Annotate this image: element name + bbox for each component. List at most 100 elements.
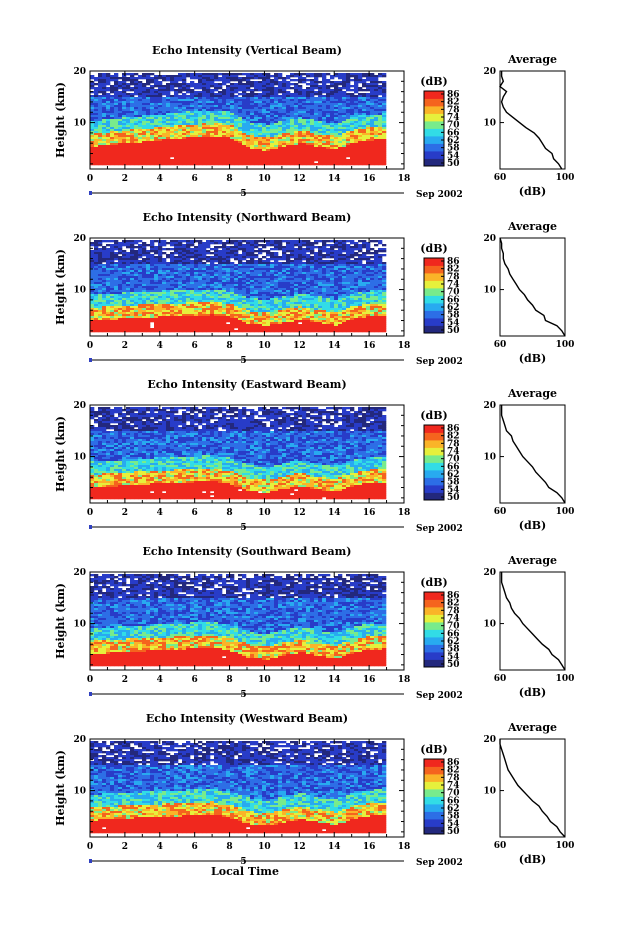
- heatmap-cell: [150, 330, 155, 333]
- heatmap-cell: [98, 149, 103, 152]
- heatmap-cell: [178, 129, 183, 132]
- heatmap-cell: [202, 113, 207, 116]
- heatmap-cell: [242, 125, 247, 128]
- heatmap-cell: [230, 73, 235, 76]
- heatmap-cell: [134, 262, 139, 265]
- heatmap-cell: [138, 320, 143, 323]
- heatmap-cell: [306, 107, 311, 110]
- heatmap-cell: [306, 95, 311, 98]
- heatmap-cell: [138, 143, 143, 146]
- heatmap-cell: [298, 153, 303, 156]
- heatmap-cell: [114, 133, 119, 136]
- heatmap-cell: [198, 129, 203, 132]
- heatmap-cell: [230, 107, 235, 110]
- heatmap-cell: [250, 143, 255, 146]
- heatmap-cell: [206, 290, 211, 293]
- heatmap-cell: [166, 125, 171, 128]
- heatmap-cell: [166, 268, 171, 271]
- heatmap-cell: [122, 276, 127, 279]
- heatmap-cell: [118, 87, 123, 90]
- heatmap-cell: [114, 129, 119, 132]
- colorbar-swatch: [424, 106, 444, 109]
- heatmap-cell: [134, 97, 139, 100]
- heatmap-cell: [146, 93, 151, 96]
- heatmap-cell: [210, 91, 215, 94]
- heatmap-cell: [370, 143, 375, 146]
- heatmap-cell: [198, 264, 203, 267]
- heatmap-cell: [178, 83, 183, 86]
- heatmap-cell: [226, 93, 231, 96]
- heatmap-cell: [202, 256, 207, 259]
- heatmap-cell: [194, 266, 199, 269]
- heatmap-cell: [286, 97, 291, 100]
- x-tick-label: 14: [328, 174, 341, 184]
- heatmap-cell: [98, 310, 103, 313]
- heatmap-cell: [338, 105, 343, 108]
- x-tick-label: 16: [363, 174, 376, 184]
- heatmap-cell: [262, 107, 267, 110]
- heatmap-cell: [202, 79, 207, 82]
- heatmap-cell: [122, 121, 127, 124]
- heatmap-cell: [90, 139, 95, 142]
- heatmap-cell: [382, 117, 387, 120]
- heatmap-cell: [278, 147, 283, 150]
- heatmap-cell: [166, 262, 171, 265]
- heatmap-cell: [126, 123, 131, 126]
- heatmap-cell: [190, 99, 195, 102]
- heatmap-cell: [166, 113, 171, 116]
- heatmap-cell: [230, 131, 235, 134]
- heatmap-cell: [290, 95, 295, 98]
- heatmap-cell: [206, 139, 211, 142]
- heatmap-cell: [154, 83, 159, 86]
- heatmap-cell: [314, 93, 319, 96]
- heatmap-cell: [270, 143, 275, 146]
- heatmap-cell: [358, 101, 363, 104]
- heatmap-cell: [226, 260, 231, 263]
- heatmap-cell: [154, 278, 159, 281]
- heatmap-cell: [130, 318, 135, 321]
- heatmap-cell: [382, 143, 387, 146]
- heatmap-cell: [206, 240, 211, 243]
- heatmap-cell: [254, 111, 259, 114]
- heatmap-cell: [150, 111, 155, 114]
- heatmap-cell: [358, 163, 363, 166]
- heatmap-cell: [110, 260, 115, 263]
- heatmap-cell: [246, 107, 251, 110]
- heatmap-cell: [214, 97, 219, 100]
- heatmap-cell: [374, 99, 379, 102]
- heatmap-cell: [154, 304, 159, 307]
- heatmap-cell: [334, 81, 339, 84]
- heatmap-cell: [130, 324, 135, 327]
- heatmap-cell: [182, 248, 187, 251]
- heatmap-cell: [138, 330, 143, 333]
- heatmap-cell: [202, 300, 207, 303]
- heatmap-cell: [346, 135, 351, 138]
- heatmap-cell: [98, 266, 103, 269]
- heatmap-cell: [146, 111, 151, 114]
- heatmap-cell: [350, 85, 355, 88]
- heatmap-cell: [254, 93, 259, 96]
- heatmap-cell: [146, 310, 151, 313]
- heatmap-cell: [378, 127, 383, 130]
- heatmap-cell: [178, 244, 183, 247]
- heatmap-cell: [346, 153, 351, 156]
- heatmap-cell: [226, 294, 231, 297]
- heatmap-cell: [182, 306, 187, 309]
- heatmap-cell: [114, 99, 119, 102]
- heatmap-cell: [234, 254, 239, 257]
- heatmap-cell: [146, 244, 151, 247]
- heatmap-cell: [150, 123, 155, 126]
- heatmap-cell: [90, 133, 95, 136]
- heatmap-cell: [142, 282, 147, 285]
- heatmap-cell: [130, 87, 135, 90]
- heatmap-cell: [274, 95, 279, 98]
- heatmap-cell: [182, 330, 187, 333]
- heatmap-cell: [138, 119, 143, 122]
- heatmap-cell: [338, 107, 343, 110]
- heatmap-cell: [178, 320, 183, 323]
- heatmap-cell: [214, 123, 219, 126]
- heatmap-cell: [210, 89, 215, 92]
- heatmap-cell: [198, 111, 203, 114]
- heatmap-cell: [98, 163, 103, 166]
- heatmap-cell: [118, 83, 123, 86]
